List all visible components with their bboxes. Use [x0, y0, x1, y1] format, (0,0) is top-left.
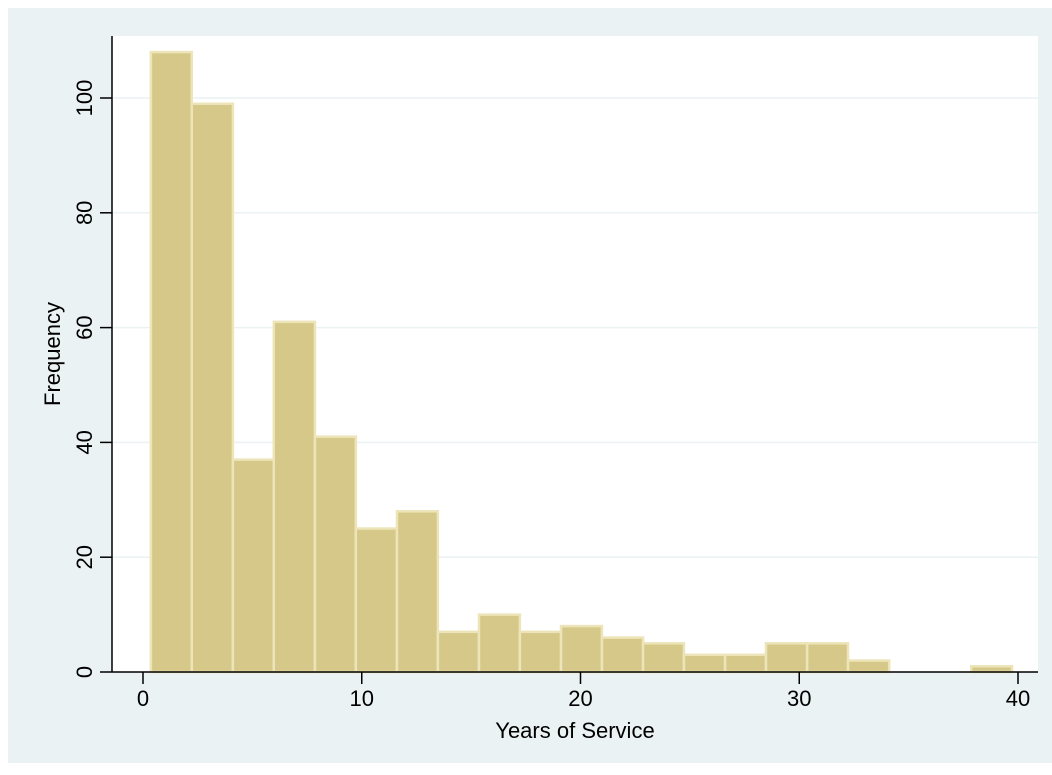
histogram-bar	[600, 636, 645, 674]
y-tick-label: 20	[72, 545, 97, 569]
histogram-bar	[395, 510, 440, 674]
axes: 0 10 20 30 40 0 20 40 60 80 100	[72, 36, 1038, 711]
grid-lines	[112, 97, 1038, 558]
x-tick-label: 10	[350, 686, 374, 711]
histogram-bar	[436, 630, 481, 674]
histogram-bar	[682, 653, 727, 674]
histogram-bar	[190, 102, 235, 674]
y-tick-label: 0	[72, 666, 97, 678]
x-tick-label: 20	[568, 686, 592, 711]
histogram-bar	[231, 458, 276, 674]
histogram-bar	[641, 642, 686, 674]
histogram-bar	[354, 527, 399, 674]
x-axis-label: Years of Service	[495, 718, 654, 743]
histogram-bar	[272, 320, 317, 674]
y-tick-label: 80	[72, 201, 97, 225]
histogram-bar	[518, 630, 563, 674]
histogram-bar	[559, 624, 604, 674]
histogram-bar	[723, 653, 768, 674]
histogram-bar	[477, 613, 522, 674]
histogram-bar	[805, 642, 850, 674]
y-tick-label: 60	[72, 315, 97, 339]
y-axis-label: Frequency	[40, 302, 65, 406]
x-tick-label: 40	[1006, 686, 1030, 711]
histogram-bar	[149, 50, 194, 674]
histogram-bar	[969, 665, 1014, 674]
y-tick-label: 40	[72, 430, 97, 454]
x-tick-label: 30	[787, 686, 811, 711]
x-tick-label: 0	[137, 686, 149, 711]
histogram-bar	[313, 435, 358, 674]
histogram-bar	[764, 642, 809, 674]
bars	[149, 50, 1014, 674]
y-tick-label: 100	[72, 80, 97, 117]
histogram-bar	[846, 659, 891, 674]
